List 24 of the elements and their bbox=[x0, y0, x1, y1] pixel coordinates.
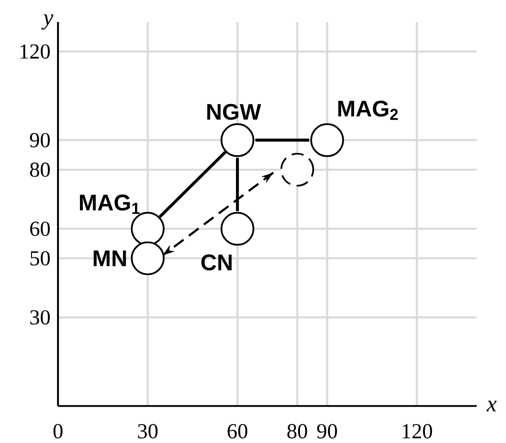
annotation: CN bbox=[201, 254, 232, 270]
point bbox=[310, 123, 344, 158]
y-axis-title: y bbox=[41, 14, 54, 30]
x-tick-label: 30 bbox=[138, 424, 158, 438]
y-tick-label: 120 bbox=[20, 44, 50, 59]
x-tick-label: 0 bbox=[53, 424, 63, 438]
annotation: MAG$_{2}$ bbox=[338, 100, 398, 120]
y-tick-label: 50 bbox=[30, 251, 50, 266]
annotation: NGW bbox=[207, 104, 262, 120]
annotation: MN bbox=[94, 250, 126, 266]
x-tick-label: 90 bbox=[317, 424, 337, 438]
x-tick-label: 60 bbox=[228, 424, 248, 438]
point bbox=[220, 123, 254, 158]
x-tick-label: 120 bbox=[402, 424, 432, 438]
y-tick-label: 80 bbox=[30, 162, 50, 177]
y-tick-label: 90 bbox=[30, 132, 50, 148]
x-axis-title: x bbox=[486, 400, 497, 412]
point bbox=[130, 241, 165, 276]
point bbox=[220, 212, 254, 246]
y-tick-label: 30 bbox=[30, 310, 50, 325]
point bbox=[280, 152, 314, 187]
annotation: MAG$_{1}$ bbox=[80, 194, 140, 214]
x-tick-label: 80 bbox=[287, 424, 308, 438]
y-tick-label: 60 bbox=[30, 222, 50, 236]
